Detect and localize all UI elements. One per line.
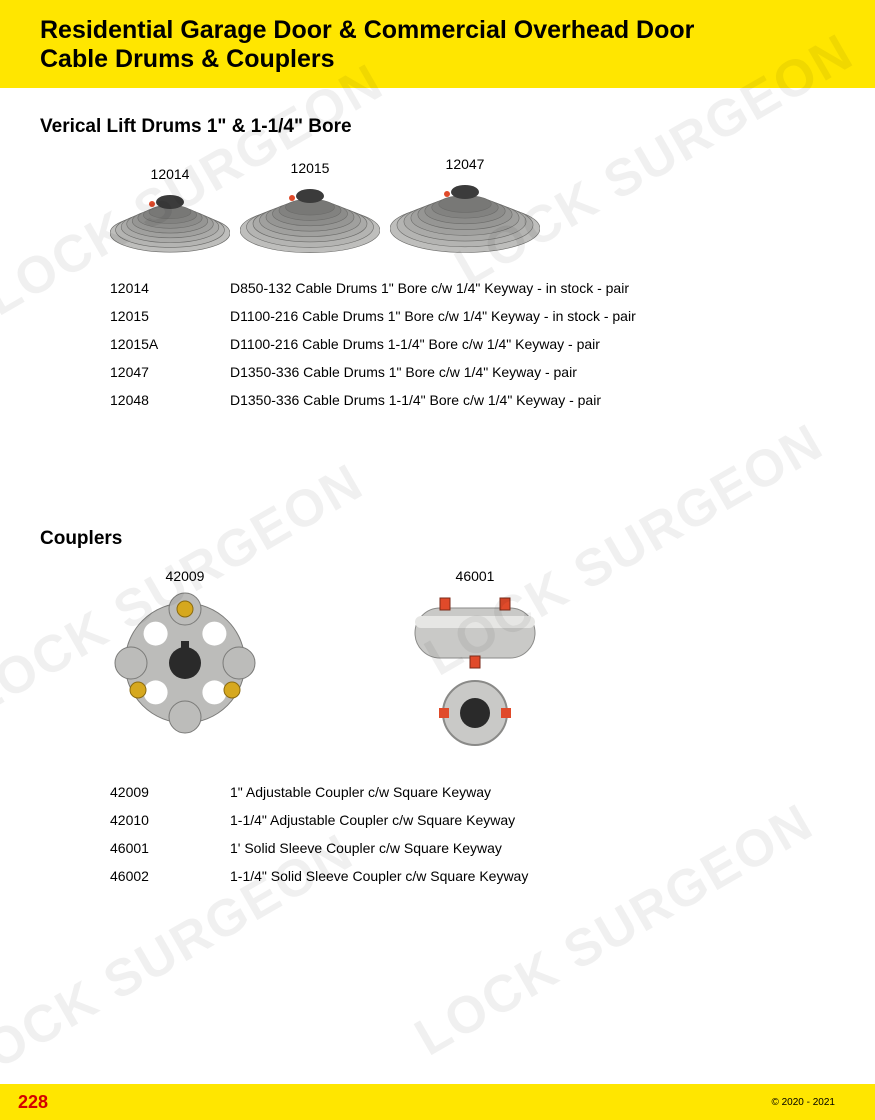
spec-desc: 1-1/4" Solid Sleeve Coupler c/w Square K… — [230, 868, 528, 884]
page-number: 228 — [18, 1092, 48, 1113]
table-row: 420091" Adjustable Coupler c/w Square Ke… — [110, 784, 835, 800]
spec-code: 46002 — [110, 868, 230, 884]
spec-desc: D1350-336 Cable Drums 1-1/4" Bore c/w 1/… — [230, 392, 601, 408]
product-image-label: 12047 — [446, 156, 485, 172]
product-image-label: 12014 — [151, 166, 190, 182]
section2-images: 42009 46001 — [110, 568, 835, 758]
title-line1: Residential Garage Door & Commercial Ove… — [40, 16, 694, 44]
table-row: 12047D1350-336 Cable Drums 1" Bore c/w 1… — [110, 364, 835, 380]
spec-desc: 1" Adjustable Coupler c/w Square Keyway — [230, 784, 491, 800]
spec-desc: D1100-216 Cable Drums 1-1/4" Bore c/w 1/… — [230, 336, 600, 352]
drum-icon — [390, 176, 540, 260]
spec-desc: 1-1/4" Adjustable Coupler c/w Square Key… — [230, 812, 515, 828]
spec-desc: 1' Solid Sleeve Coupler c/w Square Keywa… — [230, 840, 502, 856]
spec-desc: D1100-216 Cable Drums 1" Bore c/w 1/4" K… — [230, 308, 636, 324]
product-image: 46001 — [390, 568, 560, 758]
drum-icon — [110, 186, 230, 260]
footer-band: 228 © 2020 - 2021 — [0, 1084, 875, 1120]
table-row: 460011' Solid Sleeve Coupler c/w Square … — [110, 840, 835, 856]
section1-heading: Verical Lift Drums 1" & 1-1/4" Bore — [40, 116, 835, 138]
product-image: 12015 — [240, 160, 380, 260]
title-line2: Cable Drums & Couplers — [40, 45, 335, 73]
table-row: 12015AD1100-216 Cable Drums 1-1/4" Bore … — [110, 336, 835, 352]
spec-code: 42009 — [110, 784, 230, 800]
spec-code: 12015A — [110, 336, 230, 352]
spec-code: 12014 — [110, 280, 230, 296]
section2-table: 420091" Adjustable Coupler c/w Square Ke… — [110, 784, 835, 884]
section1-table: 12014D850-132 Cable Drums 1" Bore c/w 1/… — [110, 280, 835, 408]
product-image-label: 12015 — [291, 160, 330, 176]
table-row: 460021-1/4" Solid Sleeve Coupler c/w Squ… — [110, 868, 835, 884]
spec-desc: D1350-336 Cable Drums 1" Bore c/w 1/4" K… — [230, 364, 577, 380]
product-image-label: 42009 — [166, 568, 205, 584]
product-image-label: 46001 — [456, 568, 495, 584]
table-row: 420101-1/4" Adjustable Coupler c/w Squar… — [110, 812, 835, 828]
spec-code: 42010 — [110, 812, 230, 828]
table-row: 12048D1350-336 Cable Drums 1-1/4" Bore c… — [110, 392, 835, 408]
coupler-round-icon — [110, 588, 260, 738]
spec-code: 12015 — [110, 308, 230, 324]
header-band: Residential Garage Door & Commercial Ove… — [0, 0, 875, 88]
spec-code: 46001 — [110, 840, 230, 856]
section2-heading: Couplers — [40, 528, 835, 550]
spec-code: 12048 — [110, 392, 230, 408]
section1-images: 12014 12015 12047 — [110, 156, 835, 260]
table-row: 12014D850-132 Cable Drums 1" Bore c/w 1/… — [110, 280, 835, 296]
content: Verical Lift Drums 1" & 1-1/4" Bore 1201… — [0, 88, 875, 884]
table-row: 12015D1100-216 Cable Drums 1" Bore c/w 1… — [110, 308, 835, 324]
page-title: Residential Garage Door & Commercial Ove… — [40, 16, 835, 74]
spec-desc: D850-132 Cable Drums 1" Bore c/w 1/4" Ke… — [230, 280, 629, 296]
spec-code: 12047 — [110, 364, 230, 380]
section2: Couplers 4200946001 420091" Adjustable C… — [40, 528, 835, 884]
product-image: 12047 — [390, 156, 540, 260]
product-image: 12014 — [110, 166, 230, 260]
coupler-sleeve-icon — [390, 588, 560, 758]
copyright: © 2020 - 2021 — [771, 1097, 835, 1108]
product-image: 42009 — [110, 568, 260, 738]
drum-icon — [240, 180, 380, 260]
